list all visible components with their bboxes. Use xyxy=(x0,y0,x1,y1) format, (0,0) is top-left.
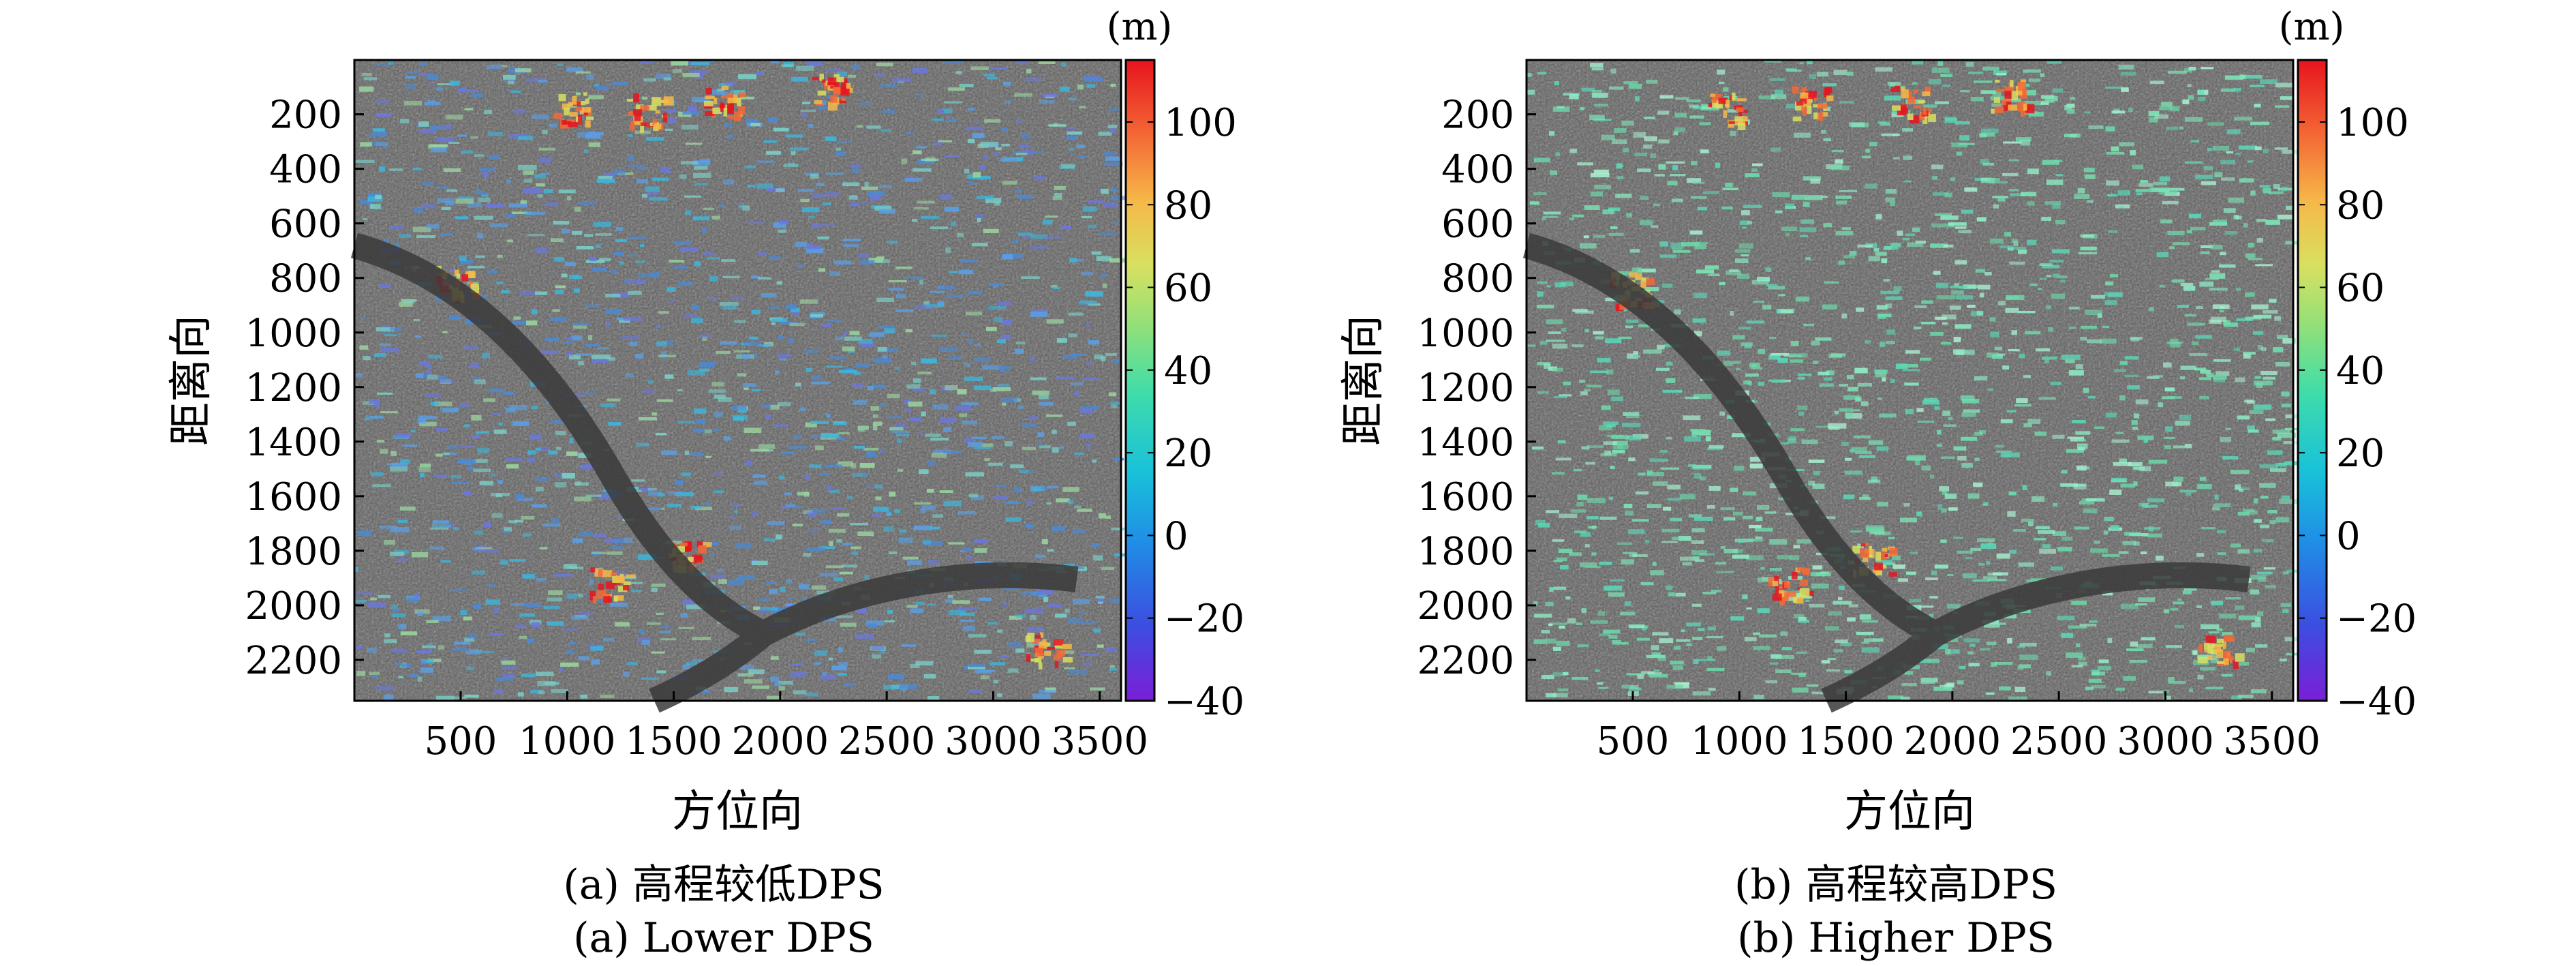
y-tick-label: 1400 xyxy=(245,421,342,465)
y-tick-label: 1000 xyxy=(1417,312,1514,356)
colorbar-tick-label: 0 xyxy=(1164,514,1189,558)
panel-a: 500 1000 1500 2000 2500 3000 3500 200400600800… xyxy=(166,5,1244,962)
y-axis-label-a: 距离向 xyxy=(166,315,217,446)
y-tick-label: 800 xyxy=(269,257,342,301)
colorbar-tick-label: −20 xyxy=(2336,597,2417,642)
colorbar-tick-label: −40 xyxy=(2336,680,2417,724)
y-tick-label: 800 xyxy=(1441,257,1514,301)
colorbar-tick-label: 80 xyxy=(2336,183,2385,228)
x-tick-label: 2500 xyxy=(2010,719,2108,764)
x-tick-label: 500 xyxy=(1597,719,1670,764)
y-tick-label: 400 xyxy=(269,148,342,192)
y-tick-label: 1000 xyxy=(245,312,342,356)
colorbar-b: 100 80 60 40 20 0 −20 −40 (m) xyxy=(2279,5,2417,724)
colorbar-tick-label: 20 xyxy=(2336,432,2385,476)
dps-overlay-b xyxy=(1527,60,2303,701)
x-tick-label: 1500 xyxy=(1797,719,1895,764)
road-a xyxy=(350,232,1079,713)
colorbar-tick-label: 100 xyxy=(1164,101,1237,145)
colorbar-unit-b: (m) xyxy=(2279,5,2345,49)
y-tick-label: 2000 xyxy=(245,584,342,629)
caption-en-b: (b) Higher DPS xyxy=(1737,914,2055,962)
y-tick-label: 1800 xyxy=(245,530,342,574)
panel-b: 500 1000 1500 2000 2500 3000 3500 200400600800… xyxy=(1338,5,2417,962)
colorbar-tick-label: −40 xyxy=(1164,680,1244,724)
colorbar-tick-label: 100 xyxy=(2336,101,2409,145)
y-tick-label: 2000 xyxy=(1417,584,1514,629)
sar-image-b xyxy=(1522,60,2303,713)
x-tick-label: 1500 xyxy=(625,719,722,764)
colorbar-tick-label: 40 xyxy=(1164,349,1212,393)
colorbar-tick-label: 80 xyxy=(1164,183,1212,228)
y-tick-label: 1600 xyxy=(1417,475,1514,519)
sar-image-a xyxy=(350,60,1129,713)
y-tick-label: 600 xyxy=(269,202,342,247)
x-tick-label: 2000 xyxy=(732,719,829,764)
colorbar-tick-label: −20 xyxy=(1164,597,1244,642)
y-tick-label: 200 xyxy=(1441,93,1514,138)
x-tick-label: 500 xyxy=(425,719,497,764)
y-ticks-a: 200 400 600 800 1000 1200 1400 1600 1800 2000 2200 xyxy=(245,93,364,683)
y-tick-label: 200 xyxy=(269,93,342,138)
y-tick-label: 600 xyxy=(1441,202,1514,247)
y-tick-label: 1400 xyxy=(1417,421,1514,465)
x-ticks-a: 500 1000 1500 2000 2500 3000 3500 xyxy=(425,691,1148,764)
y-tick-label: 1200 xyxy=(245,366,342,410)
colorbar-tick-label: 0 xyxy=(2336,514,2361,558)
x-tick-label: 3000 xyxy=(945,719,1042,764)
x-tick-label: 3000 xyxy=(2117,719,2214,764)
x-tick-label: 2500 xyxy=(838,719,936,764)
colorbar-ticks-b: 100 80 60 40 20 0 −20 −40 xyxy=(2298,101,2417,724)
x-ticks-b: 500 1000 1500 2000 2500 3000 3500 xyxy=(1597,691,2320,764)
caption-en-a: (a) Lower DPS xyxy=(573,914,874,962)
x-axis-label-a: 方位向 xyxy=(672,787,803,837)
x-tick-label: 1000 xyxy=(1691,719,1788,764)
y-axis-label-b: 距离向 xyxy=(1338,315,1389,446)
x-axis-label-b: 方位向 xyxy=(1844,787,1975,837)
y-tick-label: 1600 xyxy=(245,475,342,519)
colorbar-tick-label: 40 xyxy=(2336,349,2385,393)
x-tick-label: 3500 xyxy=(2223,719,2320,764)
y-tick-label: 1800 xyxy=(1417,530,1514,574)
y-tick-label: 2200 xyxy=(1417,639,1514,683)
dps-overlay-a xyxy=(354,60,1129,701)
x-tick-label: 3500 xyxy=(1051,719,1148,764)
y-tick-label: 2200 xyxy=(245,639,342,683)
colorbar-tick-label: 20 xyxy=(1164,432,1212,476)
colorbar-tick-label: 60 xyxy=(2336,267,2385,311)
y-tick-label: 1200 xyxy=(1417,366,1514,410)
caption-cn-b: (b) 高程较高DPS xyxy=(1734,861,2057,909)
x-tick-label: 1000 xyxy=(519,719,616,764)
y-ticks-b: 200 400 600 800 1000 1200 1400 1600 1800 2000 2200 xyxy=(1417,93,1536,683)
colorbar-unit-a: (m) xyxy=(1107,5,1173,49)
x-tick-label: 2000 xyxy=(1904,719,2002,764)
colorbar-a: 100 80 60 40 20 0 −20 −40 (m) xyxy=(1107,5,1245,724)
y-tick-label: 400 xyxy=(1441,148,1514,192)
colorbar-tick-label: 60 xyxy=(1164,267,1212,311)
road-b xyxy=(1522,232,2251,713)
caption-cn-a: (a) 高程较低DPS xyxy=(563,861,884,909)
colorbar-ticks-a: 100 80 60 40 20 0 −20 −40 xyxy=(1126,101,1244,724)
